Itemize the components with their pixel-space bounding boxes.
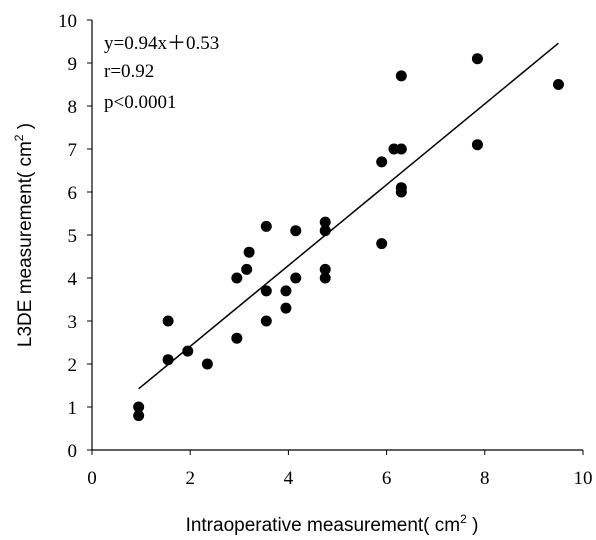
x-axis-ticks: 0 2 4 6 8 10 <box>87 450 593 489</box>
y-tick-label: 0 <box>68 441 78 462</box>
fit-line-group <box>138 42 559 390</box>
y-tick-label: 9 <box>68 54 78 75</box>
data-point <box>231 272 243 284</box>
x-tick-label: 10 <box>574 468 593 489</box>
x-tick-label: 2 <box>185 468 195 489</box>
data-point <box>290 225 302 237</box>
data-point <box>280 302 292 314</box>
y-tick-label: 2 <box>68 355 78 376</box>
data-point <box>319 225 331 237</box>
y-tick-label: 7 <box>68 140 78 161</box>
data-point <box>471 139 483 151</box>
annotations: y=0.94x＋0.53 r=0.92 p<0.0001 <box>104 33 219 113</box>
x-tick-label: 0 <box>87 468 97 489</box>
x-tick-label: 6 <box>382 468 392 489</box>
data-point <box>376 156 388 168</box>
data-point <box>552 79 564 90</box>
y-tick-label: 10 <box>58 11 77 32</box>
x-axis-title: Intraoperative measurement( cm2 ) <box>186 512 479 536</box>
data-point <box>260 315 272 327</box>
regression-line <box>138 42 559 390</box>
data-point <box>243 246 255 258</box>
data-point <box>471 53 483 65</box>
data-point <box>395 186 407 198</box>
data-points <box>133 53 564 422</box>
data-point <box>231 332 243 344</box>
data-point <box>319 216 331 228</box>
data-point <box>162 315 174 327</box>
y-tick-label: 6 <box>68 183 78 204</box>
y-tick-label: 3 <box>68 312 78 333</box>
data-point <box>260 220 272 232</box>
y-tick-label: 5 <box>68 226 78 247</box>
data-point <box>241 263 253 275</box>
x-tick-label: 8 <box>480 468 490 489</box>
data-point <box>395 70 407 82</box>
x-tick-label: 4 <box>284 468 294 489</box>
y-tick-label: 8 <box>68 97 78 118</box>
data-point <box>201 358 213 370</box>
y-tick-label: 4 <box>68 269 78 290</box>
y-axis-ticks: 0 1 2 3 4 5 6 7 8 9 10 <box>58 11 92 462</box>
data-point <box>319 272 331 284</box>
data-point <box>260 285 272 297</box>
annotation-text: r=0.92 <box>104 61 154 82</box>
y-tick-label: 1 <box>68 398 78 419</box>
data-point <box>162 354 174 366</box>
data-point <box>376 238 388 250</box>
data-point <box>182 345 194 357</box>
annotation-text: y=0.94x＋0.53 <box>104 33 219 54</box>
data-point <box>133 401 145 413</box>
data-point <box>395 143 407 155</box>
data-point <box>280 285 292 297</box>
annotation-text: p<0.0001 <box>104 92 176 113</box>
y-axis-title: L3DE measurement( cm2 ) <box>12 123 36 347</box>
data-point <box>290 272 302 284</box>
data-point <box>319 263 331 275</box>
data-point <box>133 410 145 422</box>
